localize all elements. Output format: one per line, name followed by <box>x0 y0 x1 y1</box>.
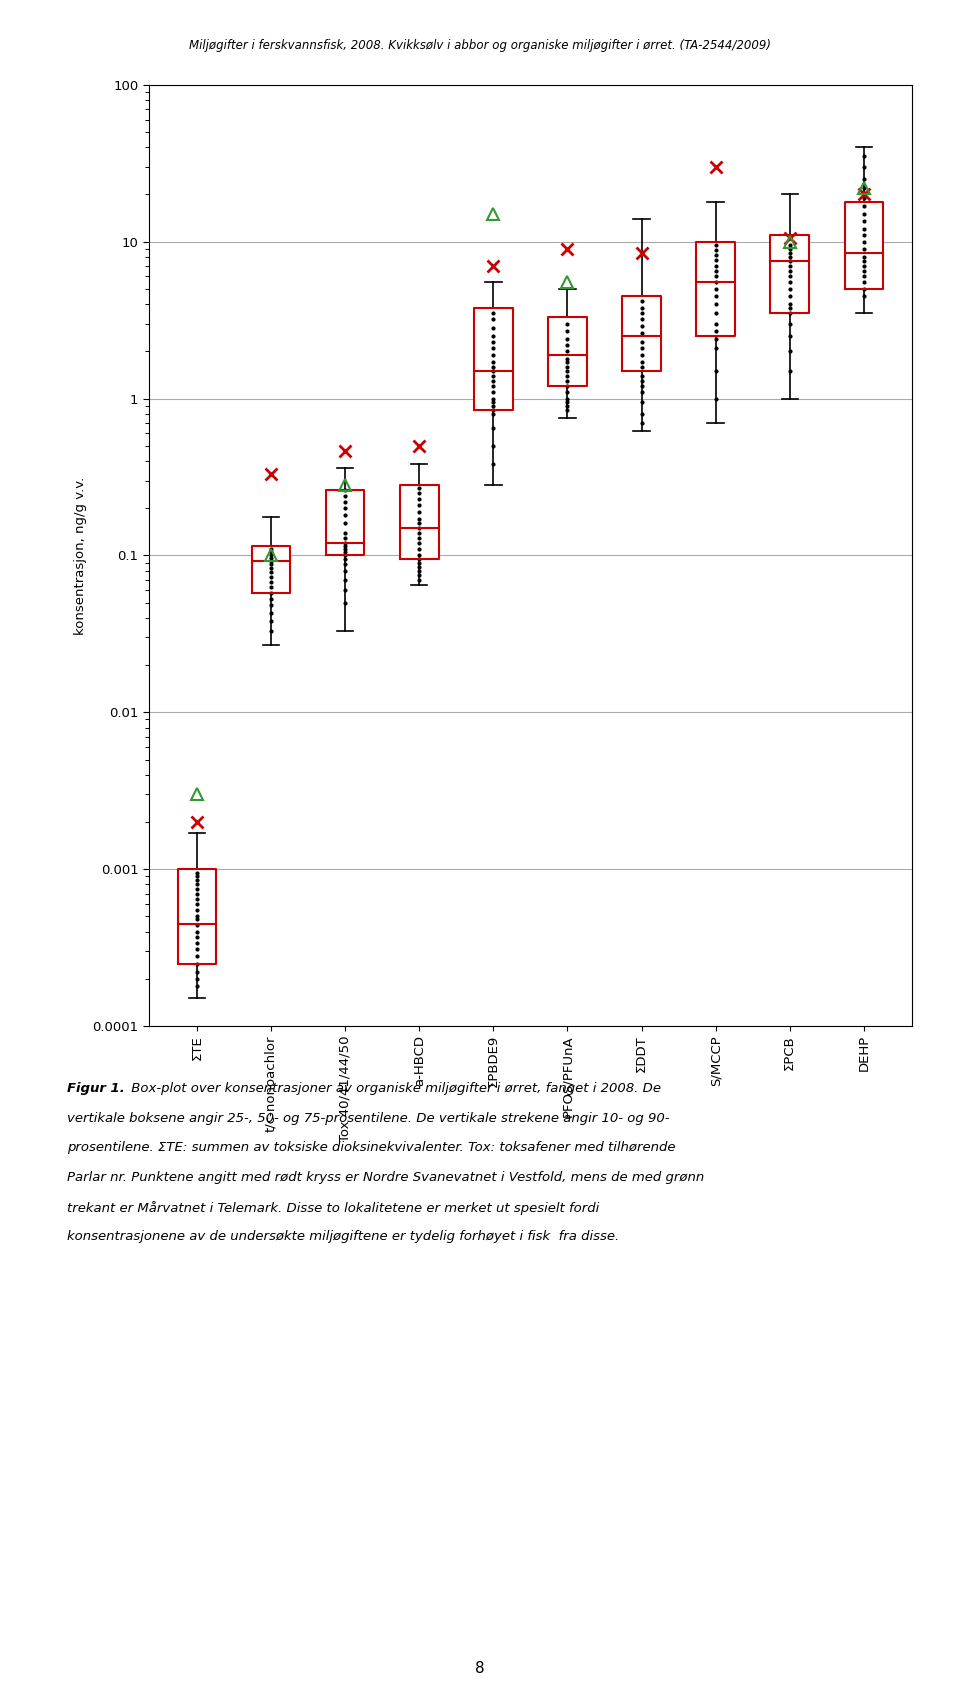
Text: Figur 1.: Figur 1. <box>67 1082 125 1096</box>
Polygon shape <box>845 202 883 288</box>
Polygon shape <box>696 241 735 336</box>
Text: vertikale boksene angir 25-, 50- og 75-prosentilene. De vertikale strekene angir: vertikale boksene angir 25-, 50- og 75-p… <box>67 1113 670 1124</box>
Text: trekant er Mårvatnet i Telemark. Disse to lokalitetene er merket ut spesielt for: trekant er Mårvatnet i Telemark. Disse t… <box>67 1201 599 1214</box>
Text: Box-plot over konsentrasjoner av organiske miljøgifter i ørret, fanget i 2008. D: Box-plot over konsentrasjoner av organis… <box>127 1082 660 1096</box>
Polygon shape <box>400 485 439 560</box>
Polygon shape <box>771 236 809 314</box>
Text: 8: 8 <box>475 1660 485 1676</box>
Polygon shape <box>622 297 660 371</box>
Y-axis label: konsentrasjon, ng/g v.v.: konsentrasjon, ng/g v.v. <box>74 477 86 634</box>
Polygon shape <box>474 307 513 410</box>
Text: Miljøgifter i ferskvannsfisk, 2008. Kvikksølv i abbor og organiske miljøgifter i: Miljøgifter i ferskvannsfisk, 2008. Kvik… <box>189 39 771 53</box>
Polygon shape <box>178 868 216 963</box>
Polygon shape <box>325 490 365 556</box>
Polygon shape <box>252 546 290 592</box>
Text: Parlar nr. Punktene angitt med rødt kryss er Nordre Svanevatnet i Vestfold, mens: Parlar nr. Punktene angitt med rødt krys… <box>67 1170 705 1184</box>
Text: konsentrasjonene av de undersøkte miljøgiftene er tydelig forhøyet i fisk  fra d: konsentrasjonene av de undersøkte miljøg… <box>67 1231 619 1243</box>
Polygon shape <box>548 317 587 387</box>
Text: prosentilene. ΣTE: summen av toksiske dioksinekvivalenter. Tox: toksafener med t: prosentilene. ΣTE: summen av toksiske di… <box>67 1141 676 1155</box>
